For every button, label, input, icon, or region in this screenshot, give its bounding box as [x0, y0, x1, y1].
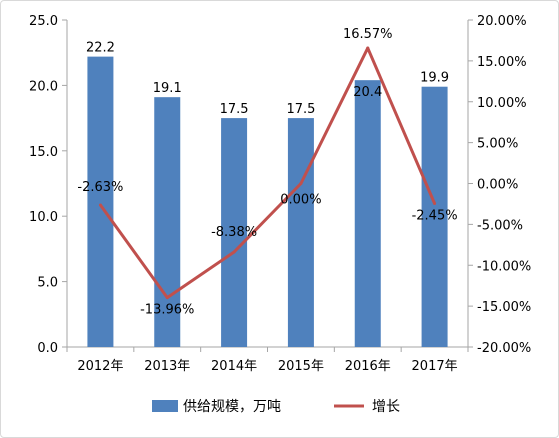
line-data-labels: -2.63% -13.96% -8.38% 0.00% 16.57% -2.45% — [77, 27, 457, 318]
x-tick-label: 2016年 — [345, 359, 391, 374]
growth-point — [366, 46, 370, 50]
left-tick-label: 0.0 — [37, 341, 58, 356]
bar-data-label: 22.2 — [86, 41, 115, 56]
bar-data-label: 17.5 — [286, 102, 315, 117]
left-tick-label: 5.0 — [37, 276, 58, 291]
growth-point — [433, 202, 437, 206]
legend-line-label: 增长 — [372, 399, 400, 415]
bar — [221, 118, 248, 347]
bar — [154, 97, 181, 347]
bar-data-label: 19.9 — [420, 71, 449, 86]
right-axis-ticks: -20.00% -15.00% -10.00% -5.00% 0.00% 5.00% 10.… — [468, 14, 531, 356]
line-data-label: -13.96% — [140, 303, 194, 318]
right-tick-label: 15.00% — [477, 55, 527, 70]
bar-data-label: 19.1 — [153, 81, 182, 96]
line-data-label: -2.45% — [412, 209, 458, 224]
x-tick-label: 2015年 — [278, 359, 324, 374]
left-tick-label: 10.0 — [29, 210, 58, 225]
right-tick-label: 0.00% — [477, 178, 518, 193]
right-tick-label: -5.00% — [477, 218, 523, 233]
line-data-label: -2.63% — [77, 180, 123, 195]
growth-line — [99, 46, 436, 300]
right-tick-label: 20.00% — [477, 14, 527, 29]
line-data-label: 0.00% — [280, 193, 321, 208]
x-tick-label: 2014年 — [211, 359, 257, 374]
legend: 供给规模，万吨 增长 — [152, 399, 400, 415]
bar-series — [87, 56, 448, 348]
bar — [287, 118, 314, 347]
right-tick-label: -15.00% — [477, 300, 531, 315]
left-tick-label: 15.0 — [29, 145, 58, 160]
x-axis-labels: 2012年 2013年 2014年 2015年 2016年 2017年 — [66, 347, 469, 374]
bar — [421, 86, 448, 347]
line-data-label: 16.57% — [343, 27, 393, 42]
line-data-label: -8.38% — [211, 225, 257, 240]
legend-bar-swatch — [152, 400, 178, 412]
bar-data-labels: 22.2 19.1 17.5 17.5 20.4 19.9 — [86, 41, 449, 117]
legend-bar-label: 供给规模，万吨 — [183, 399, 281, 415]
bar-data-label: 17.5 — [220, 102, 249, 117]
bar — [354, 80, 381, 347]
right-tick-label: -10.00% — [477, 259, 531, 274]
left-tick-label: 20.0 — [29, 79, 58, 94]
right-tick-label: 5.00% — [477, 137, 518, 152]
left-axis-ticks: 0.0 5.0 10.0 15.0 20.0 25.0 — [29, 14, 67, 356]
right-tick-label: 10.00% — [477, 96, 527, 111]
growth-point — [165, 296, 169, 300]
growth-point — [232, 250, 236, 254]
growth-point — [299, 182, 303, 185]
bar — [87, 56, 114, 348]
x-tick-label: 2017年 — [412, 359, 458, 374]
x-tick-label: 2012年 — [77, 359, 123, 374]
x-tick-label: 2013年 — [144, 359, 190, 374]
left-tick-label: 25.0 — [29, 14, 58, 29]
bar-data-label: 20.4 — [353, 85, 382, 100]
growth-point — [98, 203, 102, 207]
right-tick-label: -20.00% — [477, 341, 531, 356]
line-series — [98, 46, 437, 300]
